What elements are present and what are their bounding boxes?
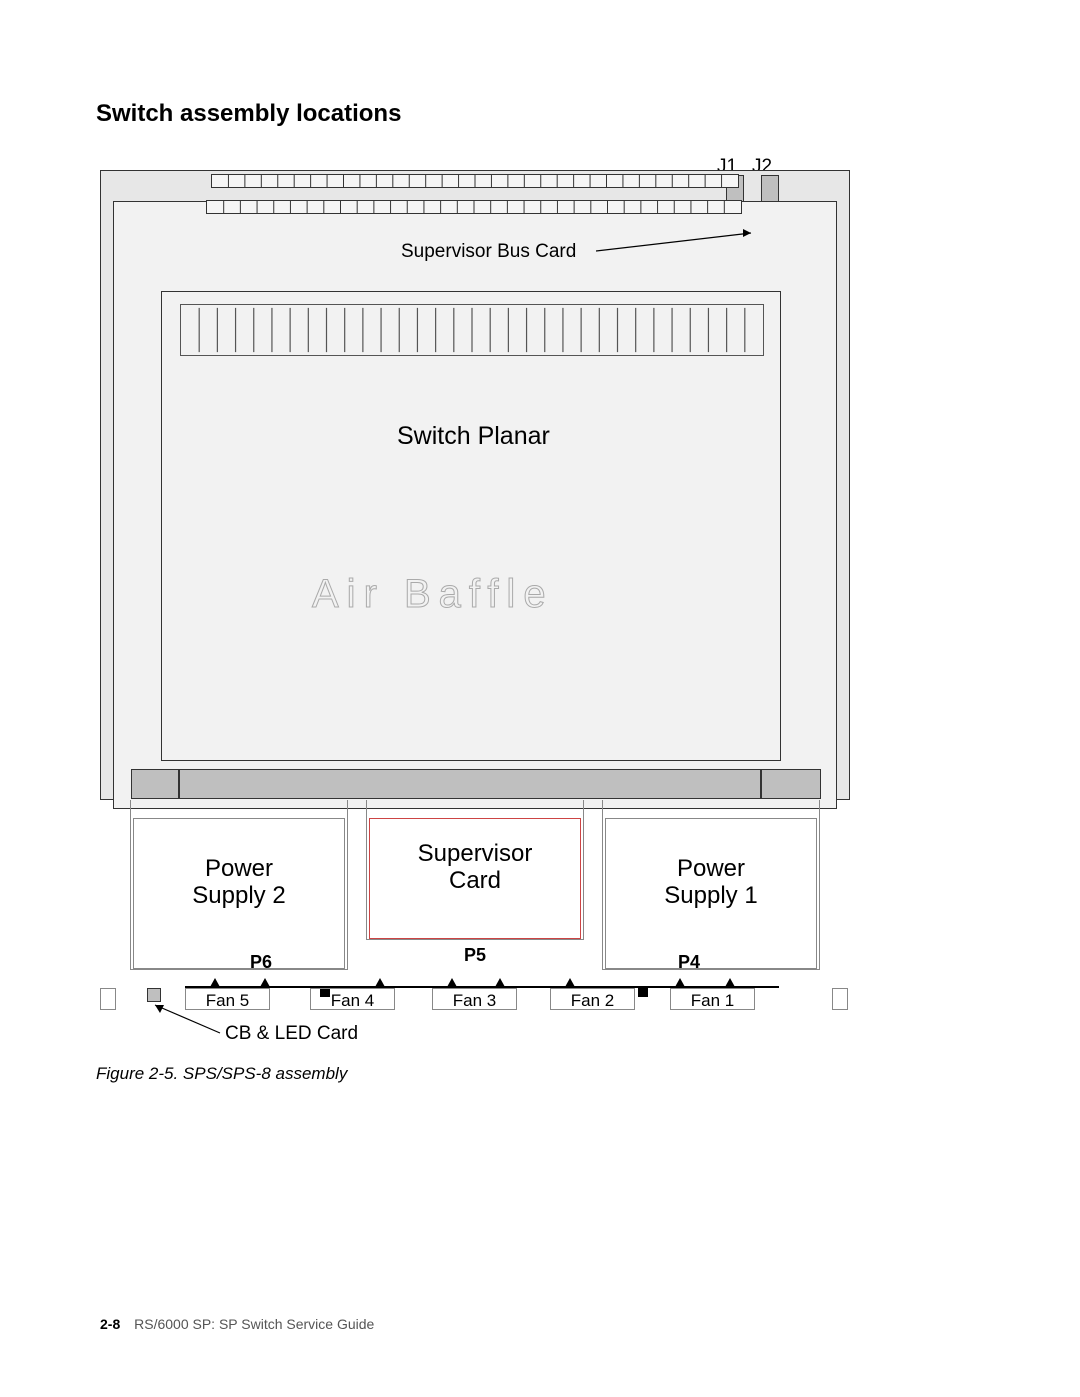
p5-label: P5 (464, 945, 486, 966)
gray-bar-main (179, 769, 761, 799)
page-footer: 2-8 RS/6000 SP: SP Switch Service Guide (100, 1316, 374, 1332)
figure-caption: Figure 2-5. SPS/SPS-8 assembly (96, 1064, 347, 1084)
switch-planar: Switch Planar Air Baffle (161, 291, 781, 761)
fan-2: Fan 2 (550, 988, 635, 1010)
air-baffle-label: Air Baffle (312, 572, 554, 617)
fan-3: Fan 3 (432, 988, 517, 1010)
module-row: Power Supply 2 Supervisor Card Power Sup… (130, 800, 820, 970)
power-supply-1: Power Supply 1 (602, 800, 820, 970)
supervisor-bus-label: Supervisor Bus Card (401, 241, 576, 263)
power-supply-2-label-line2: Supply 2 (131, 882, 347, 911)
gray-bar-right (761, 769, 821, 799)
connector-row-top (211, 174, 739, 188)
power-supply-1-label-line2: Supply 1 (603, 882, 819, 911)
power-supply-2: Power Supply 2 (130, 800, 348, 970)
upper-chassis: Supervisor Bus Card Switch Planar (100, 170, 850, 800)
supervisor-card-label-line2: Card (367, 867, 583, 896)
connector-row-bottom (206, 200, 742, 214)
gray-bar-left (131, 769, 179, 799)
p6-label: P6 (250, 952, 272, 973)
power-supply-1-label-line1: Power (603, 855, 819, 884)
p4-label: P4 (678, 952, 700, 973)
right-notch (832, 988, 848, 1010)
supervisor-card: Supervisor Card (366, 800, 584, 940)
fan-1: Fan 1 (670, 988, 755, 1010)
fan-4: Fan 4 (310, 988, 395, 1010)
left-notch (100, 988, 116, 1010)
diagram: J1 J2 (100, 170, 850, 1035)
supervisor-bus-leader (596, 226, 776, 266)
switch-planar-label: Switch Planar (397, 422, 550, 451)
section-title: Switch assembly locations (96, 100, 401, 128)
planar-header-row (180, 304, 764, 356)
power-supply-2-label-line1: Power (131, 855, 347, 884)
cb-led-label: CB & LED Card (225, 1023, 358, 1045)
doc-title: RS/6000 SP: SP Switch Service Guide (134, 1316, 374, 1332)
supervisor-card-label-line1: Supervisor (367, 840, 583, 869)
page-number: 2-8 (100, 1316, 120, 1332)
